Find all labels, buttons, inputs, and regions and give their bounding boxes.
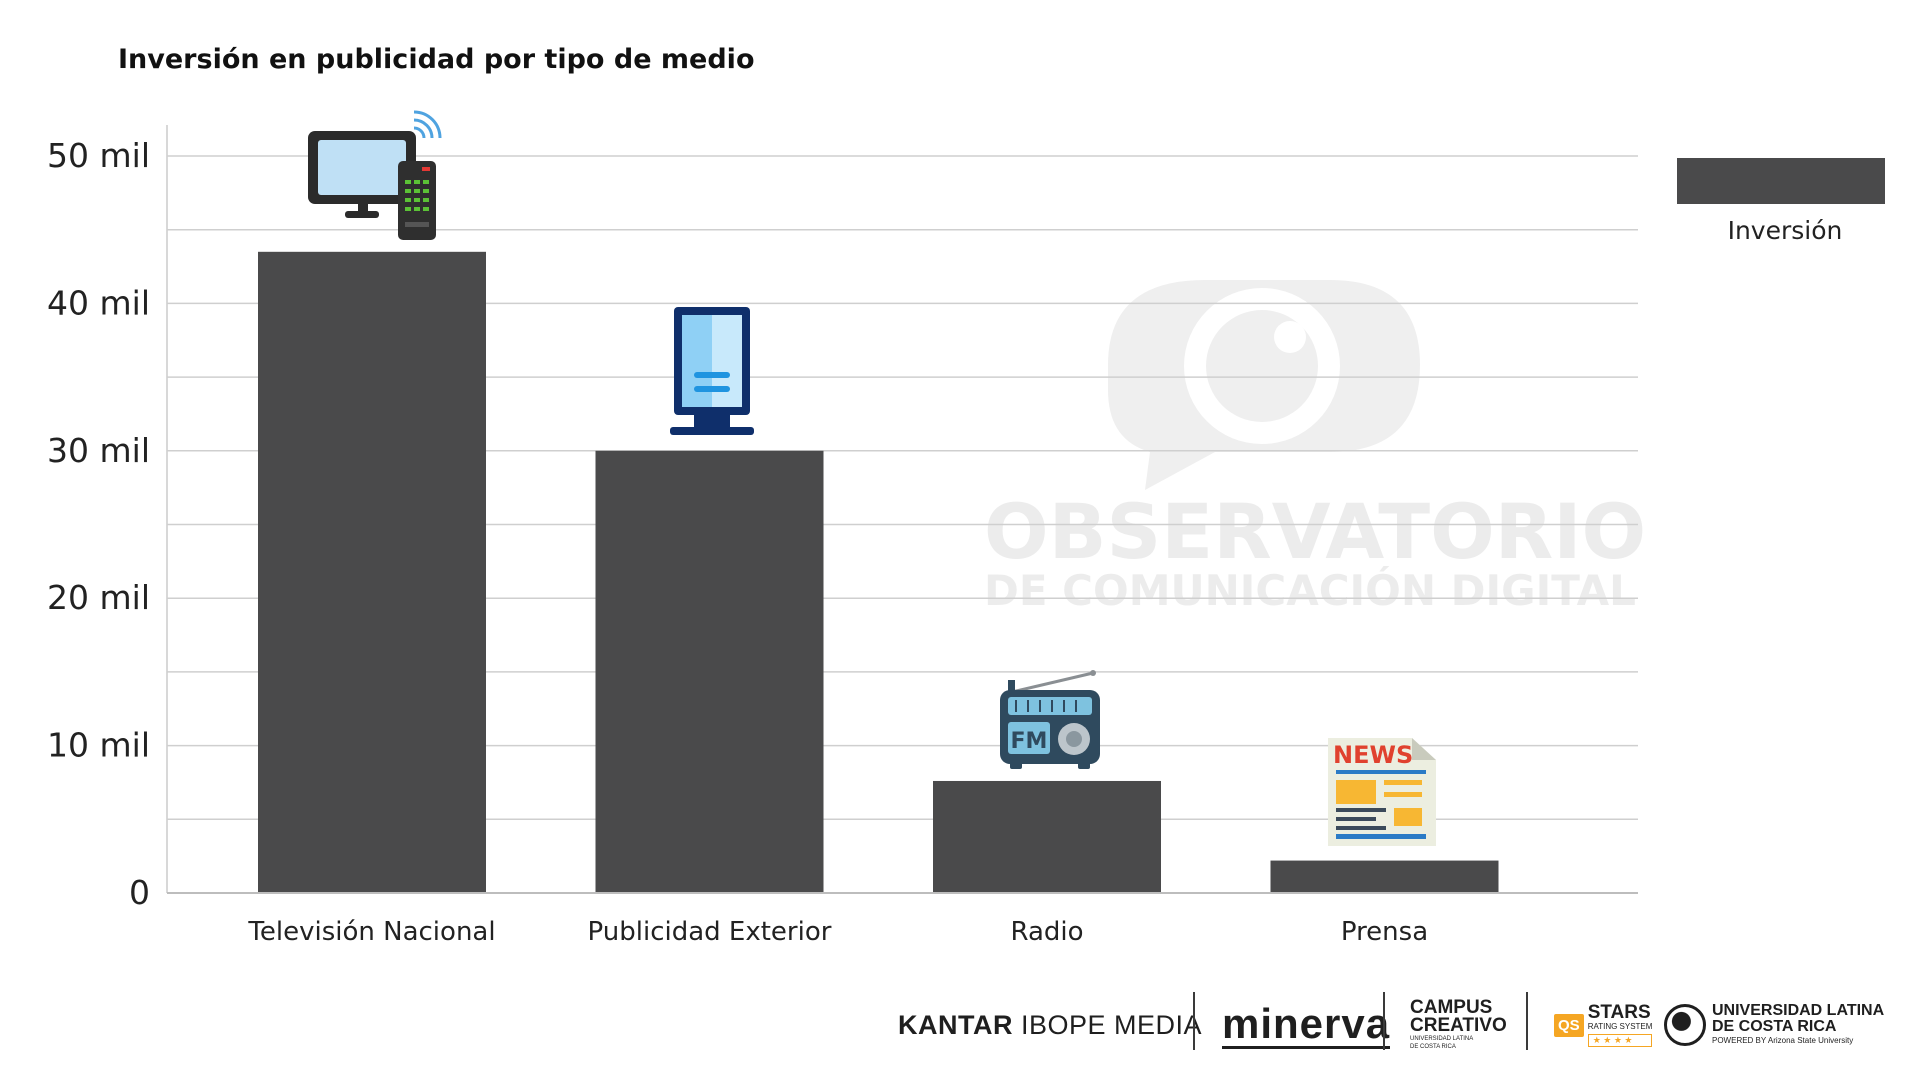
kantar-ibope-logo: KANTAR IBOPE MEDIA xyxy=(898,990,1202,1060)
y-tick-label: 10 mil xyxy=(47,726,150,765)
ulatina-line1: UNIVERSIDAD LATINA xyxy=(1712,1002,1885,1019)
footer-divider xyxy=(1383,992,1385,1050)
bar[interactable] xyxy=(933,780,1161,893)
radio-icon: FM xyxy=(1000,670,1100,769)
y-tick-label: 30 mil xyxy=(47,431,150,470)
legend-label: Inversión xyxy=(1728,216,1843,245)
qs-stars-logo: QS STARS RATING SYSTEM ★ ★ ★ ★ xyxy=(1554,990,1653,1060)
legend-swatch[interactable] xyxy=(1677,158,1885,204)
tv-remote-icon xyxy=(308,110,442,240)
watermark-logo xyxy=(1108,280,1420,490)
x-tick-label: Radio xyxy=(1010,917,1083,947)
kantar-wordmark: KANTAR xyxy=(898,1009,1013,1040)
stars-rating: ★ ★ ★ ★ xyxy=(1587,1034,1653,1047)
bar[interactable] xyxy=(595,450,824,893)
ulatina-logo: UNIVERSIDAD LATINA DE COSTA RICA POWERED… xyxy=(1664,990,1884,1060)
ulatina-line2: DE COSTA RICA xyxy=(1712,1018,1837,1035)
chart-title: Inversión en publicidad por tipo de medi… xyxy=(118,44,755,75)
bar[interactable] xyxy=(1270,860,1499,893)
y-tick-labels: 0 10 mil 20 mil 30 mil 40 mil 50 mil xyxy=(47,136,150,912)
campus-line2: CREATIVO xyxy=(1410,1015,1507,1036)
minerva-logo: minerva xyxy=(1222,990,1391,1060)
footer-divider xyxy=(1526,992,1528,1050)
y-tick-label: 20 mil xyxy=(47,578,150,617)
x-tick-label: Prensa xyxy=(1341,917,1428,947)
footer-divider xyxy=(1193,992,1195,1050)
billboard-icon xyxy=(670,307,754,435)
x-tick-label: Publicidad Exterior xyxy=(588,917,832,947)
bar[interactable] xyxy=(258,251,486,893)
campus-line1: CAMPUS xyxy=(1410,997,1493,1018)
watermark-subtitle: DE COMUNICACIÓN DIGITAL xyxy=(984,565,1636,615)
qs-badge: QS xyxy=(1554,1013,1584,1037)
y-tick-label: 50 mil xyxy=(47,136,150,175)
newspaper-news-label: NEWS xyxy=(1333,741,1413,769)
newspaper-icon: NEWS xyxy=(1328,738,1436,846)
bars xyxy=(258,251,1499,893)
stars-subtitle: RATING SYSTEM xyxy=(1587,1022,1653,1031)
minerva-wordmark: minerva xyxy=(1222,999,1391,1049)
stars-wordmark: STARS xyxy=(1587,1002,1651,1023)
radio-fm-label: FM xyxy=(1011,729,1048,754)
y-tick-label: 0 xyxy=(129,873,150,912)
x-tick-labels: Televisión Nacional Publicidad Exterior Ra… xyxy=(247,917,1428,947)
globe-icon xyxy=(1664,1004,1706,1046)
watermark-title: OBSERVATORIO xyxy=(984,487,1646,576)
ulatina-powered-by: POWERED BY Arizona State University xyxy=(1712,1036,1854,1045)
campus-subtitle: UNIVERSIDAD LATINA DE COSTA RICA xyxy=(1410,1036,1473,1050)
campus-creativo-logo: CAMPUS CREATIVO UNIVERSIDAD LATINA DE CO… xyxy=(1410,990,1507,1060)
ibope-wordmark: IBOPE MEDIA xyxy=(1020,1009,1203,1040)
x-tick-label: Televisión Nacional xyxy=(247,917,495,947)
y-tick-label: 40 mil xyxy=(47,283,150,322)
